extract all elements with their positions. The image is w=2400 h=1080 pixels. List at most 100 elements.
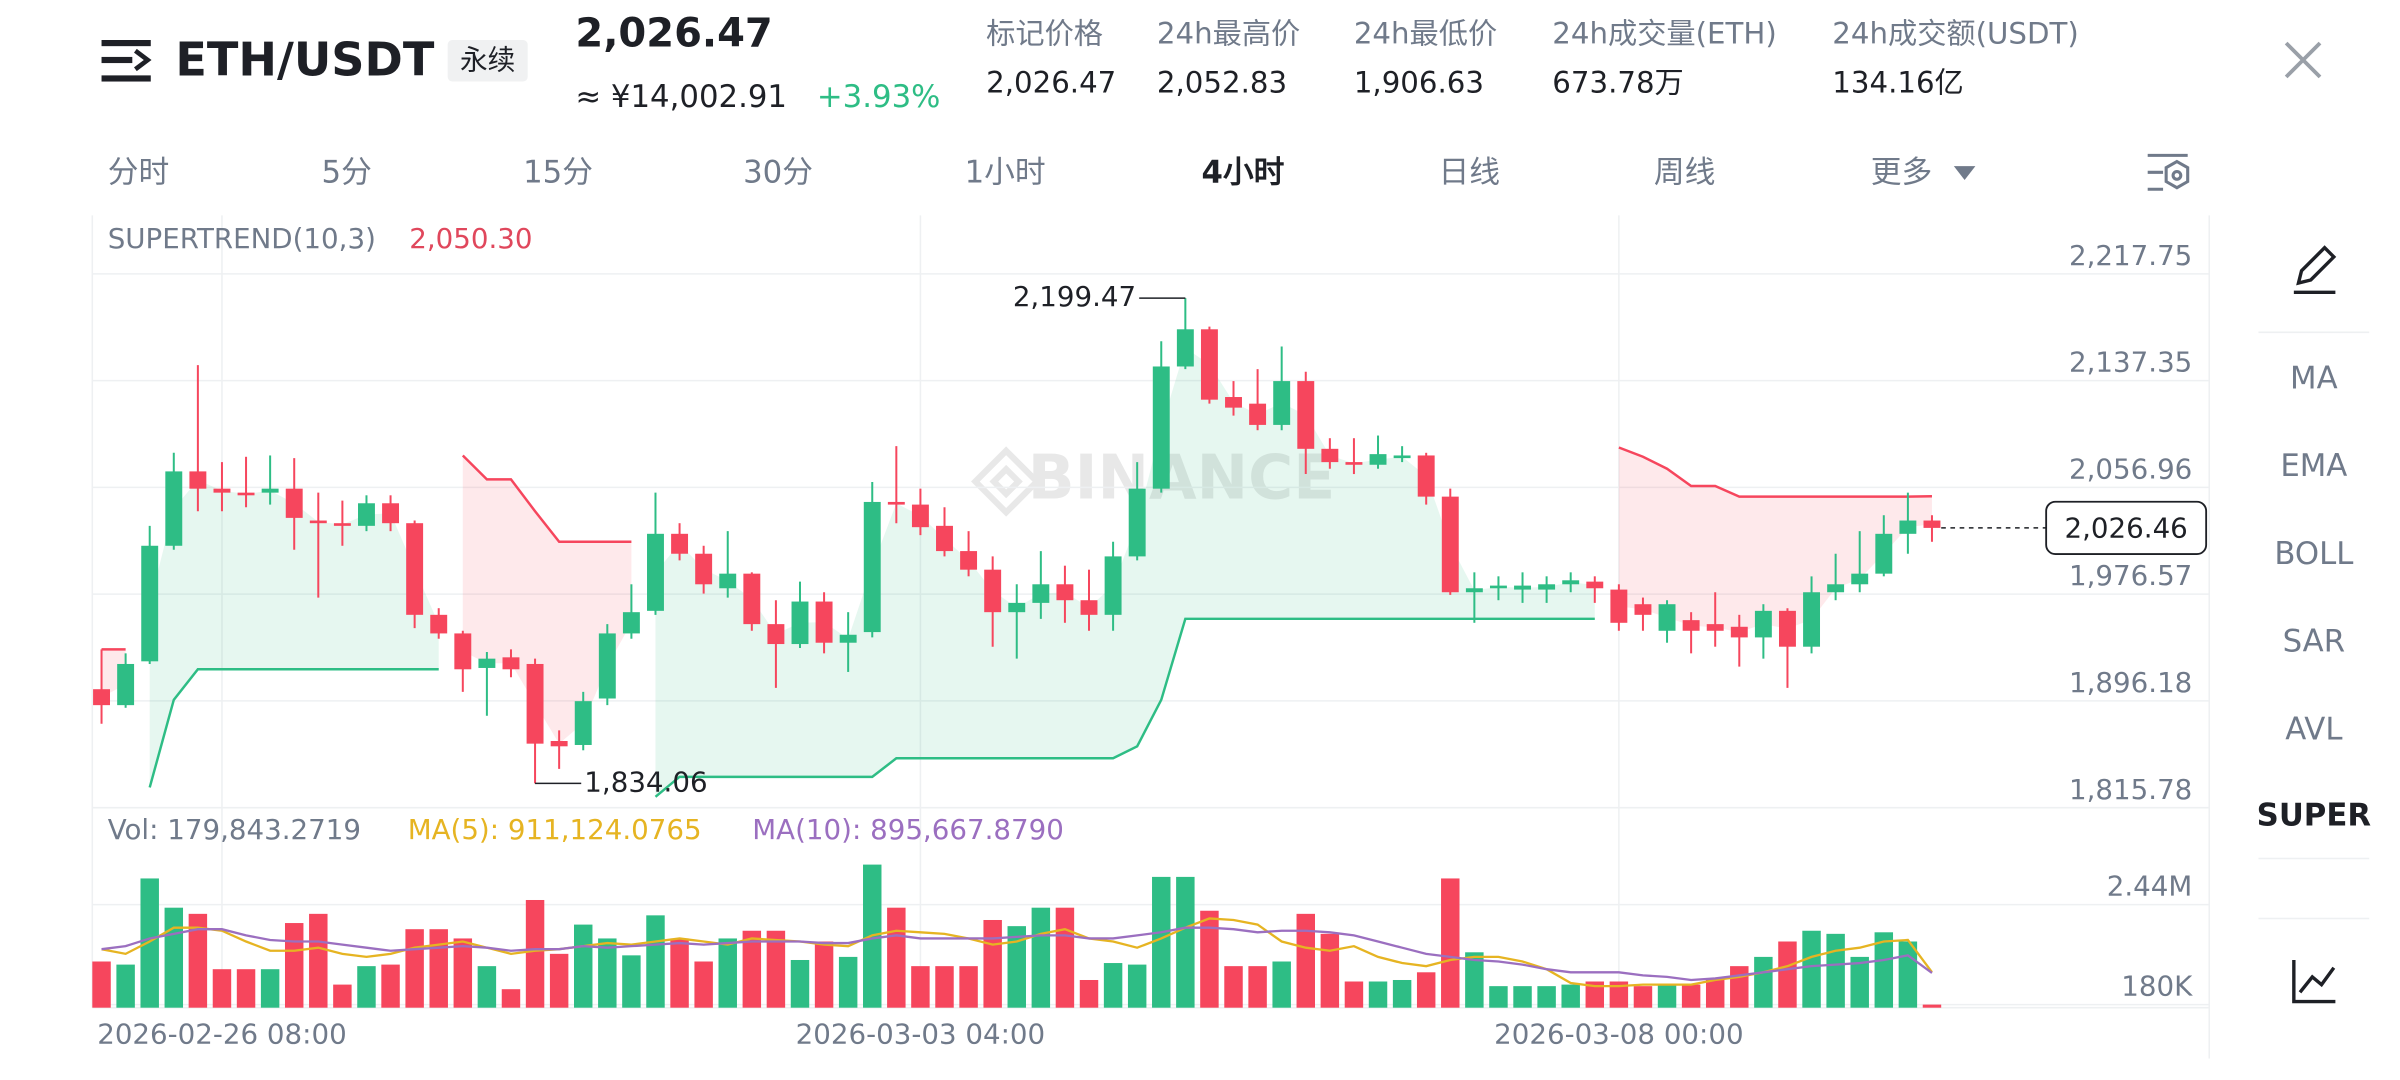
candle-body	[887, 501, 905, 505]
indicator-option-active[interactable]: SUPER	[2257, 797, 2372, 833]
candle-body	[502, 657, 520, 670]
candle-body	[767, 624, 785, 645]
tab[interactable]: 日线	[1438, 154, 1500, 190]
volume-bar	[92, 961, 111, 1008]
volume-bar	[598, 938, 617, 1008]
volume-bar	[1705, 978, 1725, 1008]
indicator-option[interactable]: MA	[2290, 361, 2338, 397]
stat-label: 24h成交量(ETH)	[1552, 16, 1776, 50]
supertrend-line	[461, 454, 632, 544]
draw-icon[interactable]	[2293, 245, 2337, 294]
volume-bar	[1248, 966, 1267, 1008]
volume-bar	[1031, 907, 1051, 1008]
stats: 标记价格 2,026.47 24h最高价 2,052.83 24h最低价 1,9…	[986, 16, 2079, 99]
volume-bar	[1561, 984, 1580, 1008]
volume-bar	[1296, 913, 1315, 1008]
last-price-label: 2,026.46	[2065, 511, 2188, 544]
candle-body	[1225, 397, 1242, 408]
menu-icon[interactable]	[101, 40, 152, 82]
candle-body	[1803, 592, 1821, 647]
volume-bar	[1537, 986, 1556, 1008]
supertrend-fill	[1618, 447, 1932, 633]
tab[interactable]: 5分	[322, 154, 372, 190]
indicator-value: 2,050.30	[409, 222, 532, 255]
volume-bar	[525, 899, 545, 1008]
candle-body	[1056, 584, 1074, 601]
volume-bar	[622, 955, 641, 1008]
indicator-option[interactable]: SAR	[2283, 624, 2346, 660]
candle-body	[430, 614, 448, 634]
candle-body	[1441, 496, 1459, 593]
indicator-option[interactable]: EMA	[2280, 448, 2347, 484]
candle-body	[1369, 454, 1387, 465]
volume-bar	[1754, 956, 1773, 1008]
candle-body	[1779, 610, 1796, 647]
volume-bar	[1681, 984, 1701, 1008]
supertrend-fill	[149, 480, 439, 788]
tab[interactable]: 1小时	[965, 154, 1046, 190]
settings-icon[interactable]	[2147, 153, 2190, 191]
stat-label: 标记价格	[986, 16, 1103, 50]
volume-bar	[260, 969, 280, 1008]
tab-active[interactable]: 4小时	[1202, 154, 1285, 190]
indicator-option[interactable]: BOLL	[2274, 536, 2353, 572]
tab[interactable]: 分时	[108, 154, 170, 190]
candle-body	[1176, 329, 1194, 367]
candle-body	[960, 551, 978, 570]
candle-body	[647, 533, 664, 611]
volume-bar	[309, 913, 328, 1008]
watermark: BINANCE	[1028, 442, 1336, 514]
candle-body	[141, 545, 159, 662]
candle-body	[815, 601, 833, 643]
candle-body	[550, 740, 568, 747]
candle-body	[213, 488, 231, 493]
volume-bar	[1850, 956, 1869, 1008]
chart-icon[interactable]	[2292, 960, 2336, 1004]
candle-body	[863, 501, 881, 633]
candle-body	[1128, 488, 1146, 557]
volume-bar	[911, 966, 930, 1008]
volume-bar	[1103, 963, 1123, 1008]
volume-bar	[453, 938, 473, 1008]
tab[interactable]: 30分	[743, 154, 813, 190]
volume-bar	[694, 961, 713, 1008]
volume-bar	[935, 966, 954, 1008]
candle-body	[1851, 573, 1869, 585]
volume-bar	[501, 989, 521, 1008]
last-price: 2,026.47	[575, 10, 772, 56]
volume-legend: Vol: 179,843.2719	[108, 813, 361, 846]
supertrend-line	[654, 617, 1595, 798]
volume-bar	[164, 907, 184, 1008]
candle-body	[478, 658, 496, 668]
y-tick-label: 2,137.35	[2069, 346, 2192, 379]
volume-bar	[1176, 876, 1195, 1008]
volume-bar	[670, 938, 689, 1008]
volume-bar	[333, 984, 352, 1008]
tab[interactable]: 15分	[523, 154, 593, 190]
candle-body	[189, 471, 207, 489]
candle-body	[1008, 602, 1026, 613]
y-tick-label: 2,217.75	[2069, 239, 2192, 272]
watermark-logo	[971, 446, 1042, 517]
volume-bar	[1368, 981, 1388, 1008]
candle-body	[382, 503, 400, 524]
x-tick-label: 2026-02-26 08:00	[97, 1017, 346, 1050]
candle-body	[719, 573, 737, 589]
volume-bar	[983, 919, 1002, 1008]
candle-body	[622, 612, 640, 634]
candle-body	[1682, 620, 1700, 631]
volume-bar	[1585, 981, 1605, 1008]
indicator-option[interactable]: AVL	[2285, 711, 2342, 747]
volume-bar	[1007, 926, 1026, 1008]
last-price-box	[2045, 500, 2208, 555]
y-tick-label: 2,056.96	[2069, 452, 2192, 485]
stat-value: 2,026.47	[986, 66, 1116, 100]
symbol[interactable]: ETH/USDT	[175, 33, 434, 87]
stat-value: 2,052.83	[1157, 66, 1287, 100]
supertrend-fill	[462, 455, 632, 744]
tab[interactable]: 更多	[1871, 154, 1933, 190]
volume-bar	[1320, 933, 1340, 1008]
close-button[interactable]	[2284, 41, 2322, 79]
tab[interactable]: 周线	[1654, 154, 1716, 190]
volume-bar	[1778, 941, 1797, 1008]
